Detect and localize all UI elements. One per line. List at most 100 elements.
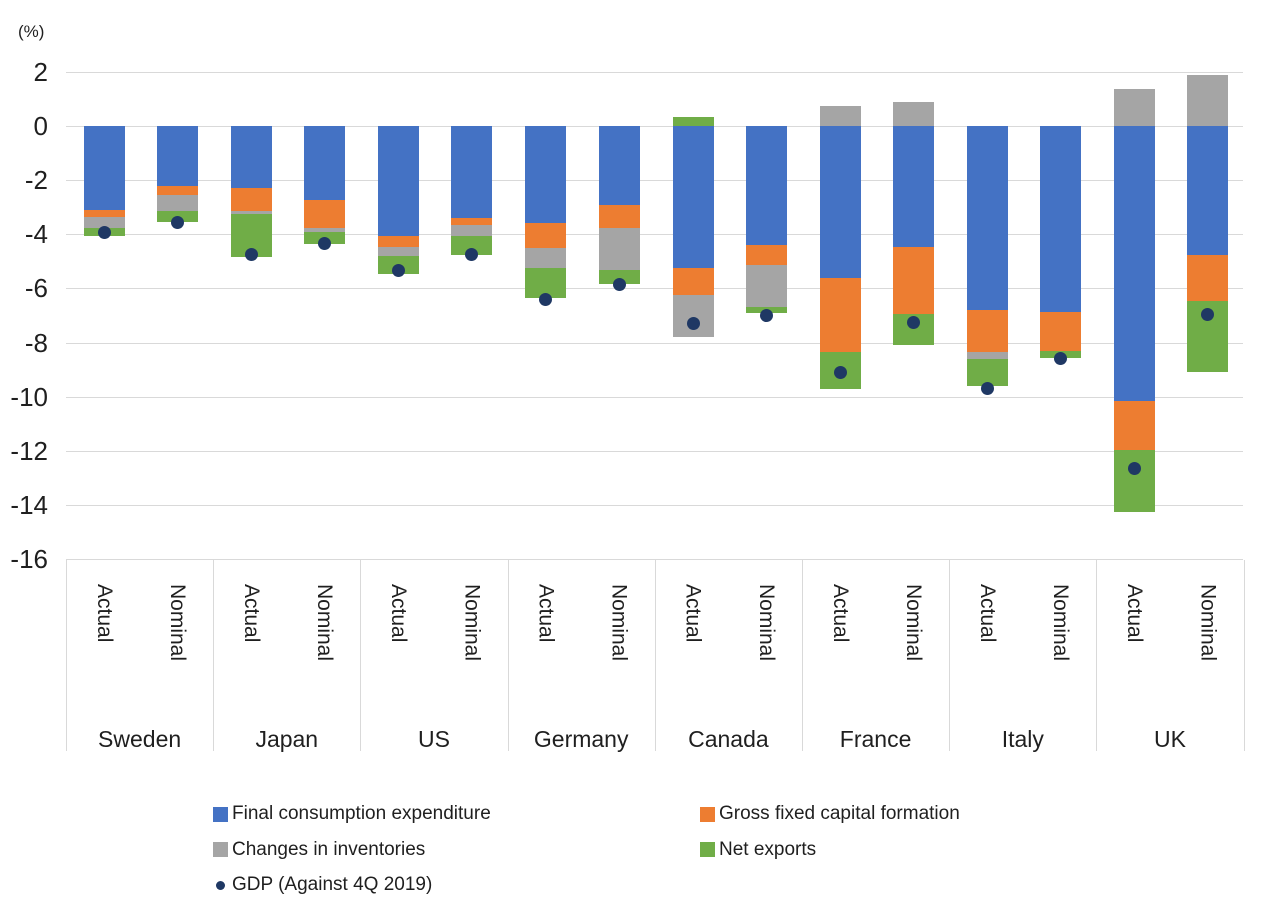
legend-label: GDP (Against 4Q 2019)	[232, 874, 433, 895]
gdp-dot	[171, 215, 184, 229]
bar-sublabel: Actual	[240, 584, 263, 643]
y-tick-label: -14	[10, 490, 48, 521]
bar-segment-net-exports	[967, 358, 1008, 386]
country-label: France	[839, 726, 912, 752]
y-gridline	[66, 342, 1243, 344]
bar-sublabel: Nominal	[754, 584, 778, 662]
bar-sublabel: Nominal	[1196, 584, 1220, 662]
group-separator	[213, 559, 215, 751]
bar-segment-final-consumption	[893, 126, 934, 247]
y-tick-label: -4	[24, 219, 48, 250]
y-axis-unit-label: (%)	[18, 22, 45, 41]
bar-segment-inventories	[451, 224, 493, 236]
y-gridline	[66, 126, 1243, 127]
group-separator	[66, 559, 67, 751]
bar-segment-final-consumption	[525, 126, 567, 224]
bar-segment-inventories	[819, 105, 861, 126]
bar-segment-net-exports	[598, 269, 640, 285]
gdp-dot	[759, 309, 773, 323]
bar-segment-net-exports	[1114, 449, 1156, 512]
gdp-dot	[539, 292, 553, 306]
gdp-dot	[318, 237, 332, 251]
country-label: Germany	[533, 726, 629, 752]
bar-segment-inventories	[672, 295, 714, 338]
bar-segment-gross-fixed-capital	[231, 188, 272, 212]
gray-square-icon	[213, 842, 228, 857]
bar-segment-final-consumption	[1114, 126, 1156, 401]
bar-segment-final-consumption	[672, 126, 714, 269]
legend-label: Net exports	[719, 838, 817, 860]
y-gridline	[66, 288, 1243, 290]
y-tick-label: -16	[10, 544, 48, 575]
bar-sublabel: Nominal	[902, 584, 925, 662]
bar-segment-inventories	[157, 195, 198, 212]
group-separator	[654, 559, 656, 751]
y-gridline	[66, 505, 1243, 507]
bar-segment-gross-fixed-capital	[304, 200, 346, 228]
bar-segment-final-consumption	[745, 126, 787, 246]
y-tick-label: -12	[10, 435, 48, 466]
bar-sublabel: Nominal	[1049, 584, 1073, 662]
bar-segment-final-consumption	[157, 126, 198, 186]
bar-segment-final-consumption	[83, 126, 125, 210]
y-gridline	[66, 396, 1243, 398]
country-label: Canada	[688, 726, 769, 752]
gdp-dot	[1128, 462, 1142, 476]
bar-sublabel: Nominal	[313, 584, 337, 662]
country-label: US	[418, 726, 450, 752]
y-tick-label: -10	[10, 381, 48, 412]
y-gridline	[66, 450, 1243, 452]
bar-segment-inventories	[83, 216, 125, 228]
gdp-dot	[97, 226, 111, 240]
group-separator	[949, 559, 951, 751]
bar-segment-gross-fixed-capital	[672, 268, 714, 296]
bar-segment-gross-fixed-capital	[1187, 254, 1229, 301]
bar-segment-inventories	[1114, 89, 1156, 126]
y-tick-label: 0	[33, 111, 48, 141]
bar-segment-gross-fixed-capital	[451, 218, 493, 225]
blue-square-icon	[213, 806, 228, 822]
y-gridline	[66, 234, 1243, 236]
group-separator	[1096, 559, 1098, 751]
bar-segment-gross-fixed-capital	[1114, 400, 1156, 450]
navy-dot-icon	[216, 880, 225, 890]
bar-segment-gross-fixed-capital	[1040, 311, 1082, 351]
legend-label: Changes in inventories	[232, 838, 426, 860]
y-tick-label: -8	[24, 327, 48, 358]
country-label: Italy	[1001, 726, 1044, 752]
bar-segment-inventories	[893, 101, 934, 126]
bar-segment-gross-fixed-capital	[598, 204, 640, 228]
bar-segment-gross-fixed-capital	[83, 209, 125, 217]
y-tick-label: -2	[24, 165, 48, 196]
bar-sublabel: Nominal	[607, 584, 631, 662]
bar-sublabel: Actual	[828, 584, 852, 643]
bar-segment-gross-fixed-capital	[525, 223, 567, 248]
bar-segment-final-consumption	[598, 126, 640, 205]
bar-segment-inventories	[1187, 74, 1229, 126]
orange-square-icon	[700, 806, 715, 822]
gdp-dot	[981, 382, 994, 396]
bar-segment-net-exports	[672, 116, 714, 126]
y-tick-label: -6	[24, 273, 48, 304]
bar-segment-inventories	[304, 227, 346, 232]
gdp-dot	[612, 277, 626, 291]
group-separator	[360, 559, 362, 751]
y-gridline	[66, 559, 1243, 561]
bar-segment-inventories	[378, 246, 420, 256]
country-label: Sweden	[98, 726, 182, 752]
group-separator	[802, 559, 803, 751]
bar-segment-final-consumption	[967, 126, 1008, 311]
legend-item-inventories: Changes in inventories	[213, 839, 425, 861]
bar-segment-gross-fixed-capital	[378, 235, 420, 247]
bar-sublabel: Actual	[1123, 584, 1147, 643]
bar-segment-final-consumption	[1040, 126, 1082, 312]
bar-sublabel: Actual	[387, 584, 411, 643]
legend-item-final-consumption: Final consumption expenditure	[213, 803, 491, 825]
bar-segment-inventories	[525, 247, 567, 269]
bar-segment-gross-fixed-capital	[745, 245, 787, 266]
bar-segment-final-consumption	[1187, 126, 1229, 255]
bar-segment-final-consumption	[378, 126, 420, 236]
bar-sublabel: Actual	[976, 584, 999, 643]
gdp-dot	[686, 317, 700, 331]
